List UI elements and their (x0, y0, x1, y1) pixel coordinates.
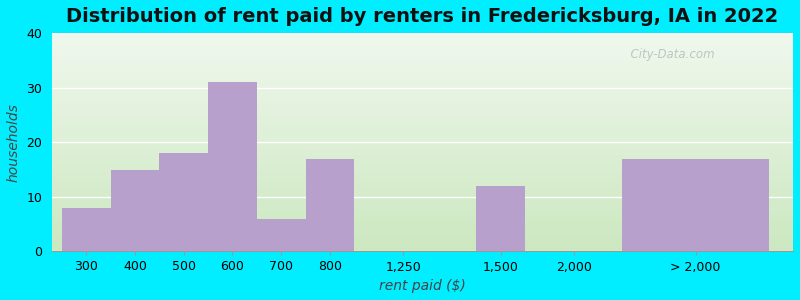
Bar (476, 186, 525, 251)
Bar (257, 219, 306, 251)
Bar (62, 208, 110, 251)
Text: City-Data.com: City-Data.com (622, 48, 714, 61)
Bar (208, 82, 257, 251)
Bar (159, 153, 208, 251)
Title: Distribution of rent paid by renters in Fredericksburg, IA in 2022: Distribution of rent paid by renters in … (66, 7, 778, 26)
Y-axis label: households: households (7, 103, 21, 182)
Bar (306, 159, 354, 251)
X-axis label: rent paid ($): rent paid ($) (379, 279, 466, 293)
Bar (622, 159, 769, 251)
Bar (110, 169, 159, 251)
